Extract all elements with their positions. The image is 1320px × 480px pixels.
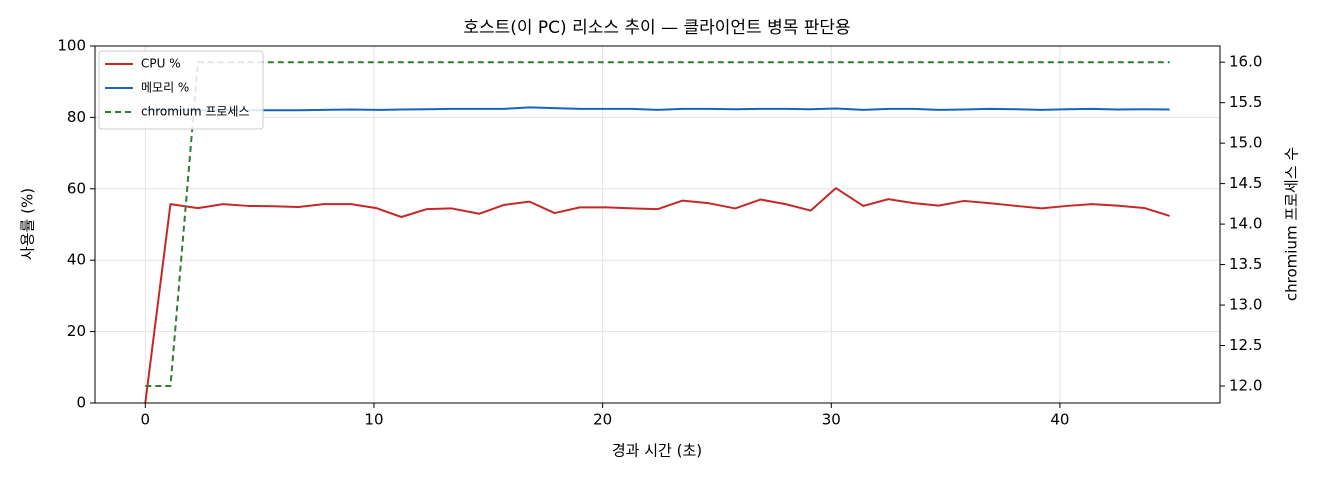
y2-tick-label: 16.0: [1229, 53, 1262, 71]
y-axis-label: 사용률 (%): [19, 188, 37, 260]
x-tick-label: 20: [593, 411, 612, 429]
y2-axis-label: chromium 프로세스 수: [1283, 147, 1301, 301]
chart-title: 호스트(이 PC) 리소스 추이 — 클라이언트 병목 판단용: [463, 18, 850, 38]
y2-tick-label: 13.0: [1229, 296, 1262, 314]
x-tick-label: 30: [822, 411, 841, 429]
y2-tick-label: 13.5: [1229, 255, 1262, 273]
legend-box: [98, 50, 264, 130]
y2-tick-label: 12.5: [1229, 336, 1262, 354]
y-tick-label: 40: [67, 251, 86, 269]
y-tick-label: 0: [76, 394, 86, 412]
legend-label: 메모리 %: [141, 81, 189, 95]
legend: CPU % 메모리 % chromium 프로세스: [98, 50, 264, 130]
x-tick-label: 40: [1050, 411, 1069, 429]
ticks: 0 10 20 30 40 0 20 40 60 80 100 12.0 12.5 13.0 13.5 14.…: [57, 37, 1262, 429]
series-line: [145, 61, 1170, 387]
y-tick-label: 20: [67, 322, 86, 340]
y2-tick-label: 15.0: [1229, 134, 1262, 152]
grid: [95, 45, 1220, 404]
x-tick-label: 10: [364, 411, 383, 429]
plot-lines: [144, 61, 1170, 404]
y2-tick-label: 14.0: [1229, 215, 1262, 233]
y-tick-label: 60: [67, 179, 86, 197]
legend-label: chromium 프로세스: [141, 105, 250, 119]
y2-tick-label: 15.5: [1229, 93, 1262, 111]
x-axis-label: 경과 시간 (초): [612, 442, 702, 460]
y-tick-label: 100: [57, 37, 86, 55]
x-tick-label: 0: [141, 411, 151, 429]
y2-tick-label: 14.5: [1229, 174, 1262, 192]
series-line: [144, 187, 1170, 404]
series-line: [145, 106, 1170, 112]
y2-tick-label: 12.0: [1229, 377, 1262, 395]
plot-frame: [94, 45, 1221, 404]
legend-label: CPU %: [141, 57, 181, 71]
y-tick-label: 80: [67, 108, 86, 126]
